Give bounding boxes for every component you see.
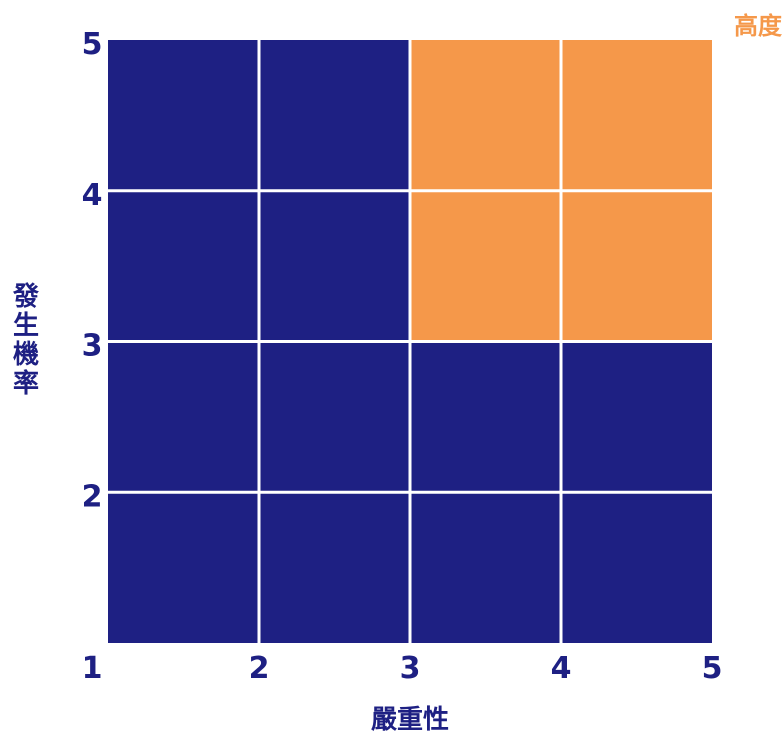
cell-2-2 xyxy=(259,341,410,493)
x-tick-labels: 1 2 3 4 5 xyxy=(82,651,723,686)
cell-1-2 xyxy=(108,341,259,493)
cell-3-4 xyxy=(410,40,561,191)
x-axis-title: 嚴重性 xyxy=(371,705,449,735)
x-tick-label-2: 2 xyxy=(249,651,270,686)
cell-2-1 xyxy=(259,492,410,643)
y-tick-label-2: 2 xyxy=(82,479,103,514)
y-axis-title-char: 發 xyxy=(12,282,40,312)
x-tick-label-1: 1 xyxy=(82,651,103,686)
cells-layer xyxy=(108,40,712,643)
legend-label-high: 高度 xyxy=(734,12,783,40)
x-tick-label-3: 3 xyxy=(400,651,421,686)
cell-4-1 xyxy=(561,492,712,643)
cell-1-3 xyxy=(108,190,259,342)
grid-layer xyxy=(108,40,712,643)
y-tick-labels: 2 3 4 5 xyxy=(82,27,103,514)
cell-4-4 xyxy=(561,40,712,191)
y-axis-title-char: 生 xyxy=(13,311,39,341)
cell-1-4 xyxy=(108,40,259,191)
y-tick-label-3: 3 xyxy=(82,329,103,364)
cell-3-2 xyxy=(410,341,561,493)
cell-2-3 xyxy=(259,190,410,342)
cell-4-2 xyxy=(561,341,712,493)
x-tick-label-5: 5 xyxy=(702,651,723,686)
y-tick-label-4: 4 xyxy=(82,178,103,213)
cell-3-1 xyxy=(410,492,561,643)
cell-2-4 xyxy=(259,40,410,191)
cell-1-1 xyxy=(108,492,259,643)
y-axis-title-char: 率 xyxy=(13,368,39,399)
cell-3-3 xyxy=(410,190,561,342)
y-tick-label-5: 5 xyxy=(82,27,103,62)
x-tick-label-4: 4 xyxy=(551,651,572,686)
cell-4-3 xyxy=(561,190,712,342)
y-axis-title-char: 機 xyxy=(13,340,39,370)
